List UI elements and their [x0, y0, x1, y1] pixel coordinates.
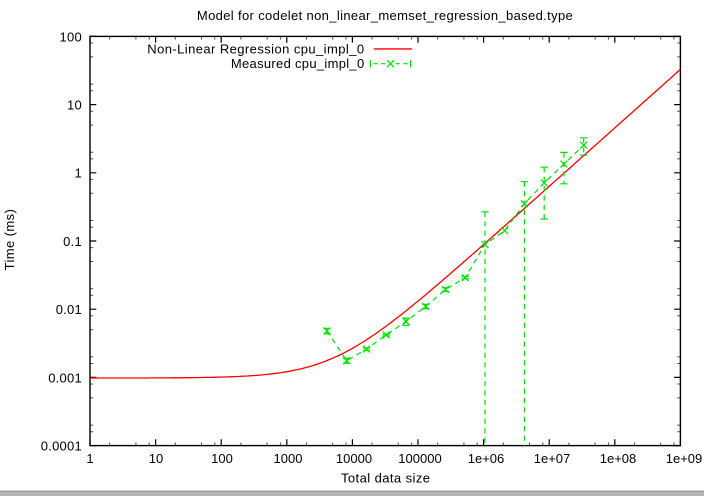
svg-text:100: 100: [211, 451, 233, 466]
svg-text:0.01: 0.01: [56, 302, 82, 317]
svg-text:1e+07: 1e+07: [534, 451, 571, 466]
svg-text:10: 10: [149, 451, 163, 466]
svg-text:100000: 100000: [398, 451, 441, 466]
svg-text:1: 1: [86, 451, 93, 466]
svg-text:1e+06: 1e+06: [468, 451, 505, 466]
svg-text:10: 10: [67, 98, 82, 113]
svg-text:0.1: 0.1: [63, 234, 82, 249]
svg-text:1: 1: [75, 166, 82, 181]
svg-text:Non-Linear Regression cpu_impl: Non-Linear Regression cpu_impl_0: [147, 41, 364, 56]
svg-text:0.0001: 0.0001: [41, 439, 82, 454]
svg-text:1000: 1000: [274, 451, 303, 466]
svg-text:0.001: 0.001: [48, 370, 82, 385]
svg-text:Time (ms): Time (ms): [2, 209, 17, 271]
svg-text:10000: 10000: [336, 451, 372, 466]
svg-text:Measured cpu_impl_0: Measured cpu_impl_0: [231, 56, 365, 71]
svg-text:Total data size: Total data size: [341, 471, 430, 486]
svg-text:Model for codelet non_linear_m: Model for codelet non_linear_memset_regr…: [197, 8, 573, 23]
svg-text:1e+09: 1e+09: [666, 451, 703, 466]
svg-text:100: 100: [60, 29, 82, 44]
svg-text:1e+08: 1e+08: [600, 451, 637, 466]
